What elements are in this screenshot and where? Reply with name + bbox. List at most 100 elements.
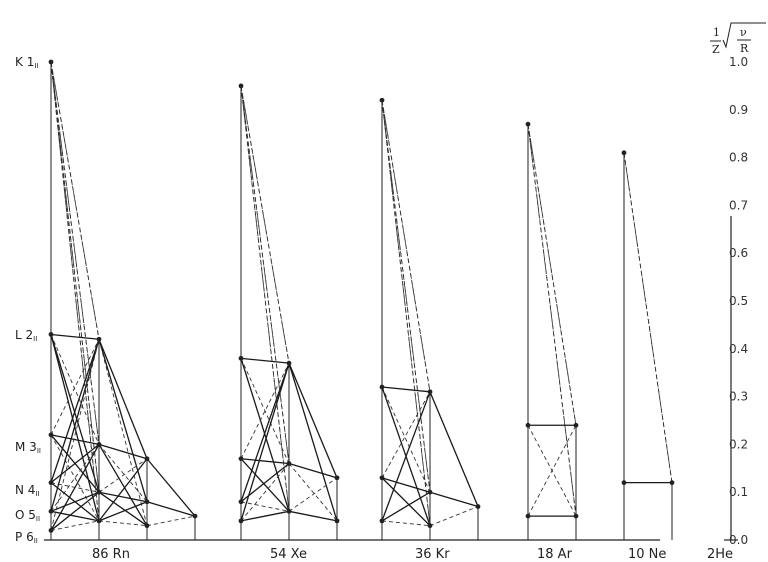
- transition-line: [240, 85, 290, 464]
- level-point: [238, 83, 244, 89]
- transition-line: [50, 444, 100, 531]
- transition-line: [429, 391, 479, 507]
- element-label-2: 2He: [707, 547, 733, 562]
- y-tick-label: 0.6: [729, 246, 748, 260]
- level-label-M: M 3II: [15, 440, 41, 455]
- element-labels: 86 Rn 54 Xe 36 Kr 18 Ar 10 Ne 2He: [92, 547, 733, 562]
- transition-line: [381, 391, 431, 522]
- level-label-O: O 5II: [15, 508, 40, 523]
- transition-line: [146, 501, 196, 517]
- level-point: [238, 456, 244, 462]
- level-labels: K 1II L 2II M 3II N 4II O 5II P 6II: [15, 55, 41, 545]
- level-point: [144, 456, 150, 462]
- transition-line: [240, 358, 290, 512]
- level-point: [144, 523, 150, 529]
- y-axis-title: 1 Z ν R: [710, 22, 766, 56]
- k-transition-line: [381, 100, 431, 493]
- transition-line: [50, 339, 100, 483]
- transition-line: [98, 501, 148, 522]
- transition-line: [98, 491, 148, 527]
- level-label-P: P 6II: [15, 530, 38, 545]
- level-point: [48, 508, 54, 514]
- level-point: [379, 475, 385, 481]
- level-point: [96, 518, 102, 524]
- transition-line: [146, 515, 196, 527]
- transition-line: [98, 491, 148, 503]
- y-tick-label: 0.0: [729, 533, 748, 547]
- transition-line: [240, 362, 290, 502]
- transition-line: [146, 458, 196, 517]
- y-tick-label: 1.0: [729, 55, 748, 69]
- transition-line: [240, 362, 290, 459]
- transition-line: [50, 491, 100, 512]
- level-point: [238, 518, 244, 524]
- y-tick-label: 0.1: [729, 485, 748, 499]
- transition-line: [50, 339, 100, 512]
- k-transition-line: [623, 152, 673, 483]
- level-point: [427, 523, 433, 529]
- level-label-K: K 1II: [15, 55, 38, 70]
- element-label-86: 86 Rn: [92, 547, 130, 562]
- transition-line: [288, 462, 338, 479]
- level-point: [286, 360, 292, 366]
- k-transition-line: [240, 85, 290, 512]
- level-point: [48, 432, 54, 438]
- transition-line: [288, 463, 338, 522]
- transition-line: [381, 491, 431, 522]
- transition-line: [98, 444, 148, 503]
- transition-line: [98, 338, 148, 459]
- transition-line: [98, 443, 148, 460]
- level-point: [334, 475, 340, 481]
- transition-line: [240, 358, 290, 464]
- transition-line: [240, 510, 290, 522]
- transition-line: [381, 391, 431, 479]
- transition-line: [240, 458, 290, 512]
- level-point: [525, 513, 531, 519]
- level-point: [286, 461, 292, 466]
- transition-line: [381, 520, 431, 527]
- level-point: [379, 97, 385, 103]
- level-point: [48, 528, 54, 533]
- level-point: [379, 518, 385, 524]
- k-transition-line: [527, 124, 577, 426]
- y-tick-labels: 1.0 0.9 0.8 0.7 0.6 0.5 0.4 0.3 0.2 0.1 0.0: [729, 55, 748, 547]
- level-point: [238, 355, 244, 361]
- element-label-18: 18 Ar: [537, 547, 573, 562]
- k-transition-line: [527, 124, 577, 517]
- y-tick-label: 0.7: [729, 198, 748, 212]
- k-transition-line: [50, 61, 100, 340]
- k-transition-line: [381, 100, 431, 392]
- level-point: [427, 489, 433, 495]
- transition-line: [50, 334, 100, 445]
- level-point: [379, 384, 385, 390]
- transition-line: [288, 362, 338, 479]
- transition-line: [50, 491, 100, 531]
- transition-line: [381, 477, 431, 527]
- k-transition-line: [50, 61, 100, 445]
- transition-line: [381, 477, 431, 493]
- level-point: [475, 504, 481, 509]
- element-diagram-54: [238, 83, 340, 540]
- element-label-36: 36 Kr: [415, 547, 450, 562]
- y-title-one: 1: [713, 26, 720, 39]
- transition-line: [240, 362, 290, 522]
- level-point: [48, 332, 54, 337]
- transition-line: [50, 510, 100, 522]
- transition-line: [98, 458, 148, 493]
- level-point: [621, 480, 627, 486]
- y-title-z: Z: [712, 43, 720, 56]
- level-point: [96, 489, 102, 495]
- transition-line: [240, 85, 290, 512]
- y-title-nu: ν: [740, 26, 747, 39]
- k-transition-line: [240, 85, 290, 364]
- element-label-10: 10 Ne: [628, 547, 666, 562]
- element-diagrams: [48, 59, 675, 540]
- transition-line: [50, 339, 100, 436]
- level-point: [96, 442, 102, 447]
- k-transition-line: [381, 100, 431, 526]
- level-point: [238, 499, 244, 505]
- transition-line: [240, 357, 290, 364]
- transition-line: [50, 443, 100, 484]
- transition-line: [98, 458, 148, 522]
